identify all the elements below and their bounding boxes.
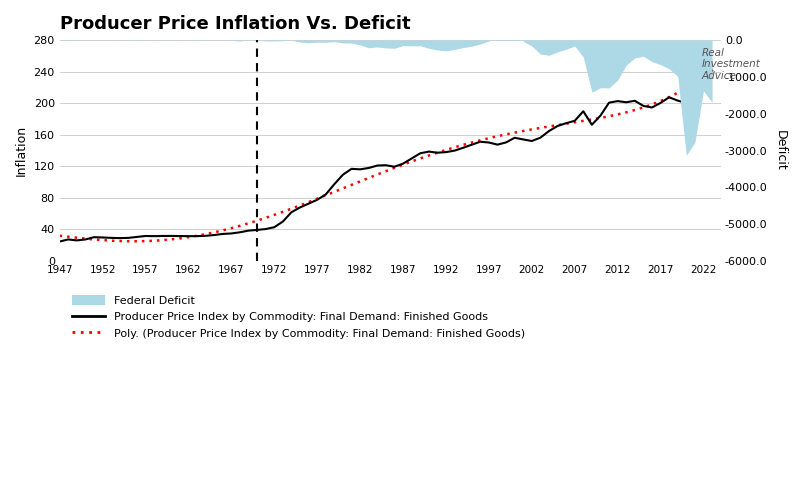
Text: Real
Investment
Advice: Real Investment Advice <box>702 48 760 81</box>
Y-axis label: Inflation: Inflation <box>15 125 28 176</box>
Legend: Federal Deficit, Producer Price Index by Commodity: Final Demand: Finished Goods: Federal Deficit, Producer Price Index by… <box>72 295 525 339</box>
Text: Producer Price Inflation Vs. Deficit: Producer Price Inflation Vs. Deficit <box>59 15 411 33</box>
Y-axis label: Deficit: Deficit <box>774 130 787 171</box>
